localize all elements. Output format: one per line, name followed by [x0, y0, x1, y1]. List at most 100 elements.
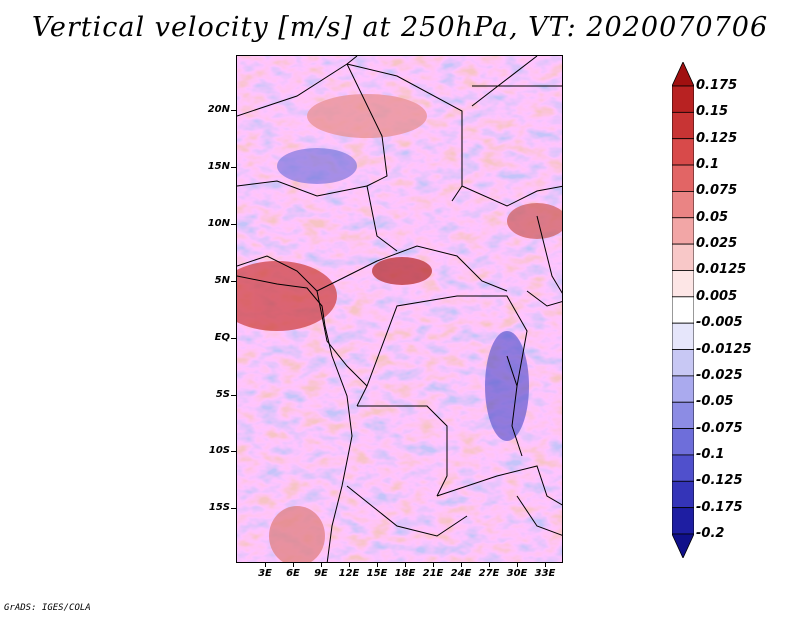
lat-label-5n: 5N	[214, 275, 230, 286]
plot-title: Vertical velocity [m/s] at 250hPa, VT: 2…	[31, 12, 769, 43]
border-zambia	[436, 465, 562, 506]
lat-tick	[231, 508, 236, 509]
lon-tick	[433, 563, 434, 567]
border-angola	[357, 405, 448, 497]
lon-tick	[405, 563, 406, 567]
lon-label-33e: 33E	[534, 568, 556, 579]
colorbar-label: 0.175	[696, 78, 738, 93]
colorbar-segment	[672, 111, 694, 140]
colorbar-label: 0.025	[696, 236, 738, 252]
colorbar-segment	[672, 138, 694, 166]
border-central-west	[237, 255, 338, 292]
border-north-1	[237, 56, 358, 117]
ascent-region-northwest	[307, 94, 427, 138]
colorbar-label: -0.175	[696, 499, 743, 515]
colorbar-segment	[672, 191, 694, 219]
colorbar-segment	[672, 480, 694, 509]
colorbar-label: -0.025	[696, 367, 743, 383]
colorbar-label: -0.005	[696, 315, 743, 331]
colorbar-arrow-top	[672, 62, 694, 87]
colorbar-label: -0.125	[696, 473, 743, 489]
colorbar-segment	[672, 375, 694, 403]
lat-label-15s: 15S	[208, 502, 230, 513]
lon-label-18e: 18E	[394, 568, 416, 579]
lon-tick	[349, 563, 350, 567]
ascent-region-southwest	[269, 506, 325, 562]
lon-label-15e: 15E	[366, 568, 388, 579]
colorbar-segment	[672, 243, 694, 271]
border-lake	[506, 355, 523, 457]
colorbar-label: 0.0125	[696, 262, 747, 278]
colorbar-segment	[672, 454, 694, 482]
border-congo	[316, 290, 368, 407]
lon-tick	[377, 563, 378, 567]
lon-label-6e: 6E	[286, 568, 300, 579]
lon-tick	[321, 563, 322, 567]
map-plot	[236, 55, 563, 563]
lon-tick	[517, 563, 518, 567]
lon-tick	[293, 563, 294, 567]
colorbar-segment	[672, 270, 694, 298]
descent-region-north	[277, 148, 357, 184]
border-chad	[346, 63, 388, 187]
colorbar-label: -0.2	[696, 526, 725, 541]
colorbar-segment	[672, 401, 694, 429]
border-red-sea	[471, 56, 538, 107]
border-drc	[366, 295, 528, 387]
border-sahel	[237, 180, 398, 252]
colorbar-label: -0.1	[696, 446, 725, 462]
lat-label-eq: EQ	[214, 332, 230, 343]
lat-label-20n: 20N	[207, 104, 230, 115]
ascent-region-west-coast	[237, 261, 337, 331]
colorbar-label: 0.15	[696, 104, 729, 120]
lat-label-10s: 10S	[208, 445, 230, 456]
ascent-regions	[237, 94, 562, 562]
ascent-region-central	[372, 257, 432, 285]
lat-tick	[231, 451, 236, 452]
border-north-2	[346, 63, 463, 202]
colorbar-segment	[672, 507, 694, 535]
lat-label-15n: 15N	[207, 161, 230, 172]
coastline-west	[237, 275, 353, 562]
colorbar-label: 0.005	[696, 288, 738, 304]
border-east-coast	[526, 290, 562, 307]
colorbar-segment	[672, 164, 694, 192]
colorbar-label: 0.05	[696, 209, 729, 225]
lat-tick	[231, 110, 236, 111]
colorbar-segment	[672, 217, 694, 245]
colorbar-label: -0.0125	[696, 341, 752, 357]
descent-regions	[277, 148, 529, 441]
lon-label-24e: 24E	[450, 568, 472, 579]
lon-label-3e: 3E	[258, 568, 272, 579]
border-south	[346, 485, 468, 537]
lon-label-30e: 30E	[506, 568, 528, 579]
lat-tick	[231, 167, 236, 168]
colorbar-segment	[672, 322, 694, 350]
lat-label-10n: 10N	[207, 218, 230, 229]
ascent-region-east	[507, 203, 562, 239]
descent-region-east	[485, 331, 529, 441]
lon-label-9e: 9E	[314, 568, 328, 579]
lat-tick	[231, 338, 236, 339]
lon-label-21e: 21E	[422, 568, 444, 579]
colorbar	[672, 62, 694, 558]
country-borders	[237, 56, 562, 562]
colorbar-label: -0.075	[696, 420, 743, 436]
lon-label-12e: 12E	[338, 568, 360, 579]
lat-label-5s: 5S	[215, 389, 230, 400]
lon-label-27e: 27E	[478, 568, 500, 579]
grads-credit: GrADS: IGES/COLA	[4, 603, 91, 613]
lon-tick	[265, 563, 266, 567]
lat-tick	[231, 281, 236, 282]
border-sudan	[461, 185, 562, 207]
lon-tick	[489, 563, 490, 567]
border-car	[336, 245, 508, 292]
lat-tick	[231, 224, 236, 225]
lat-tick	[231, 395, 236, 396]
colorbar-segment	[672, 85, 694, 113]
colorbar-label: -0.05	[696, 394, 734, 410]
colorbar-segment	[672, 296, 694, 324]
velocity-field-map	[237, 56, 562, 562]
border-southeast	[516, 495, 562, 536]
colorbar-label: 0.1	[696, 157, 720, 173]
